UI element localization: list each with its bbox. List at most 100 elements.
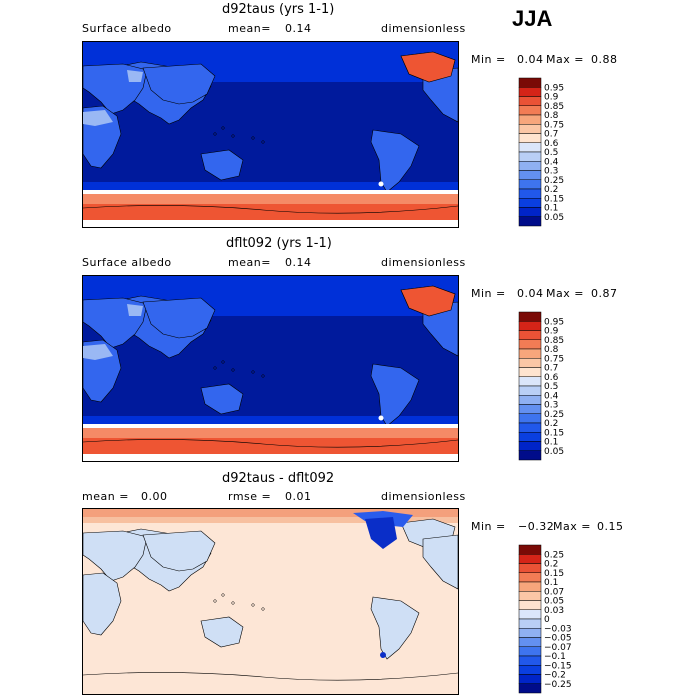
panel1-mean-label: mean= xyxy=(228,22,271,35)
panel3-rmse-value: 0.01 xyxy=(285,490,312,503)
colorbar-swatch xyxy=(518,413,542,424)
island xyxy=(231,134,235,138)
panel2-mean-value: 0.14 xyxy=(285,256,312,269)
sea-ice-edge xyxy=(83,424,458,428)
colorbar-swatch xyxy=(518,591,542,601)
colorbar-tick-label: 0.6 xyxy=(544,373,559,383)
continent-asia-east xyxy=(142,297,216,339)
colorbar-tick-label: 0.03 xyxy=(544,606,564,616)
colorbar-tick-label: 0.25 xyxy=(544,410,564,420)
continent-eurasia xyxy=(83,63,458,123)
island xyxy=(261,607,265,611)
colorbar-swatch xyxy=(518,404,542,414)
colorbar-swatch xyxy=(518,683,542,694)
continent-australia xyxy=(200,149,244,181)
island xyxy=(251,603,255,607)
hudson-negative-area xyxy=(365,517,397,549)
panel2-variable-label: Surface albedo xyxy=(82,256,172,269)
panel2-max-label: Max = xyxy=(546,287,584,300)
colorbar-swatch xyxy=(518,114,542,125)
greenland-ice xyxy=(400,285,456,317)
colorbar-tick-label: 0.05 xyxy=(544,597,564,607)
continent-south-america xyxy=(370,363,420,427)
colorbar-swatch xyxy=(518,646,542,657)
colorbar-tick-label: 0.95 xyxy=(544,317,564,327)
colorbar-swatch xyxy=(518,77,542,88)
continent-asia-east xyxy=(142,63,216,105)
antarctic-coastline xyxy=(83,205,458,214)
island xyxy=(221,593,225,597)
southern-sea-ice xyxy=(83,194,458,204)
colorbar-tick-label: 0.15 xyxy=(544,194,564,204)
colorbar-tick-label: −0.03 xyxy=(544,624,572,634)
continent-australia xyxy=(200,383,244,415)
continent-eurasia xyxy=(83,530,458,590)
colorbar-swatch xyxy=(518,376,542,387)
colorbar-swatch xyxy=(518,385,542,396)
panel3-units-label: dimensionless xyxy=(381,490,466,503)
panel2-min-value: 0.04 xyxy=(517,287,544,300)
andes-snow-spot xyxy=(378,415,384,421)
colorbar-swatch xyxy=(518,198,542,208)
colorbar-tick-label: 0.5 xyxy=(544,382,558,392)
colorbar-tick-label: 0.2 xyxy=(544,419,558,429)
patagonia-negative-spot xyxy=(380,652,386,658)
antarctic-coastline xyxy=(83,672,458,681)
island xyxy=(261,140,265,144)
panel2-max-value: 0.87 xyxy=(591,287,618,300)
colorbar-tick-label: 0.75 xyxy=(544,120,564,130)
colorbar-swatch xyxy=(518,572,542,583)
panel1-map xyxy=(82,41,459,228)
panel2-units-label: dimensionless xyxy=(381,256,466,269)
colorbar-tick-label: 0.25 xyxy=(544,176,564,186)
colorbar-swatch xyxy=(518,216,542,227)
antarctica-ice xyxy=(83,204,458,220)
colorbar-swatch xyxy=(518,422,542,433)
colorbar-swatch xyxy=(518,142,542,153)
greenland-ice xyxy=(400,51,456,83)
arctic-light-band xyxy=(83,517,458,523)
colorbar-tick-label: 0.4 xyxy=(544,391,559,401)
colorbar-swatch xyxy=(518,581,542,592)
southern-sea-ice xyxy=(83,428,458,438)
panel1-min-label: Min = xyxy=(471,53,506,66)
panel3-colorbar: 0.25 0.2 0.15 0.1 0.07 0.05 0.03 0 −0.03 −0.05 −0.… xyxy=(518,544,599,697)
panel3-mean-value: 0.00 xyxy=(141,490,168,503)
colorbar-swatch xyxy=(518,151,542,162)
colorbar-swatch xyxy=(518,358,542,368)
colorbar-tick-label: −0.25 xyxy=(544,680,572,690)
colorbar-swatch xyxy=(518,124,542,134)
colorbar-swatch xyxy=(518,544,542,555)
colorbar-tick-label: 0.95 xyxy=(544,83,564,93)
colorbar-tick-label: 0.3 xyxy=(544,167,558,177)
colorbar-tick-label: −0.15 xyxy=(544,661,572,671)
colorbar-swatch xyxy=(518,339,542,350)
tibet-bright-area xyxy=(127,304,143,316)
colorbar-swatch xyxy=(518,554,542,564)
colorbar-swatch xyxy=(518,321,542,331)
continent-australia xyxy=(200,616,244,648)
island xyxy=(231,368,235,372)
panel2-mean-label: mean= xyxy=(228,256,271,269)
colorbar-tick-label: −0.07 xyxy=(544,643,572,653)
colorbar-swatch xyxy=(518,87,542,97)
panel1-colorbar: 0.95 0.9 0.85 0.8 0.75 0.7 0.6 0.5 0.4 0.3 0.25 0.2… xyxy=(518,77,599,230)
panel2-title: dflt092 (yrs 1-1) xyxy=(226,236,332,251)
island xyxy=(213,366,217,370)
colorbar-swatch xyxy=(518,348,542,359)
panel1-min-value: 0.04 xyxy=(517,53,544,66)
colorbar-tick-label: 0.15 xyxy=(544,428,564,438)
world-map xyxy=(83,276,458,461)
colorbar-tick-label: −0.1 xyxy=(544,652,566,662)
colorbar-tick-label: 0.5 xyxy=(544,148,558,158)
panel1-variable-label: Surface albedo xyxy=(82,22,172,35)
panel1-max-value: 0.88 xyxy=(591,53,618,66)
colorbar-tick-label: 0.2 xyxy=(544,560,558,570)
colorbar-swatch xyxy=(518,563,542,573)
world-map xyxy=(83,509,458,694)
panel2-map xyxy=(82,275,459,462)
colorbar-swatch xyxy=(518,161,542,171)
sahara-bright-area xyxy=(83,344,113,360)
continent-asia-east xyxy=(142,530,216,572)
island xyxy=(213,132,217,136)
